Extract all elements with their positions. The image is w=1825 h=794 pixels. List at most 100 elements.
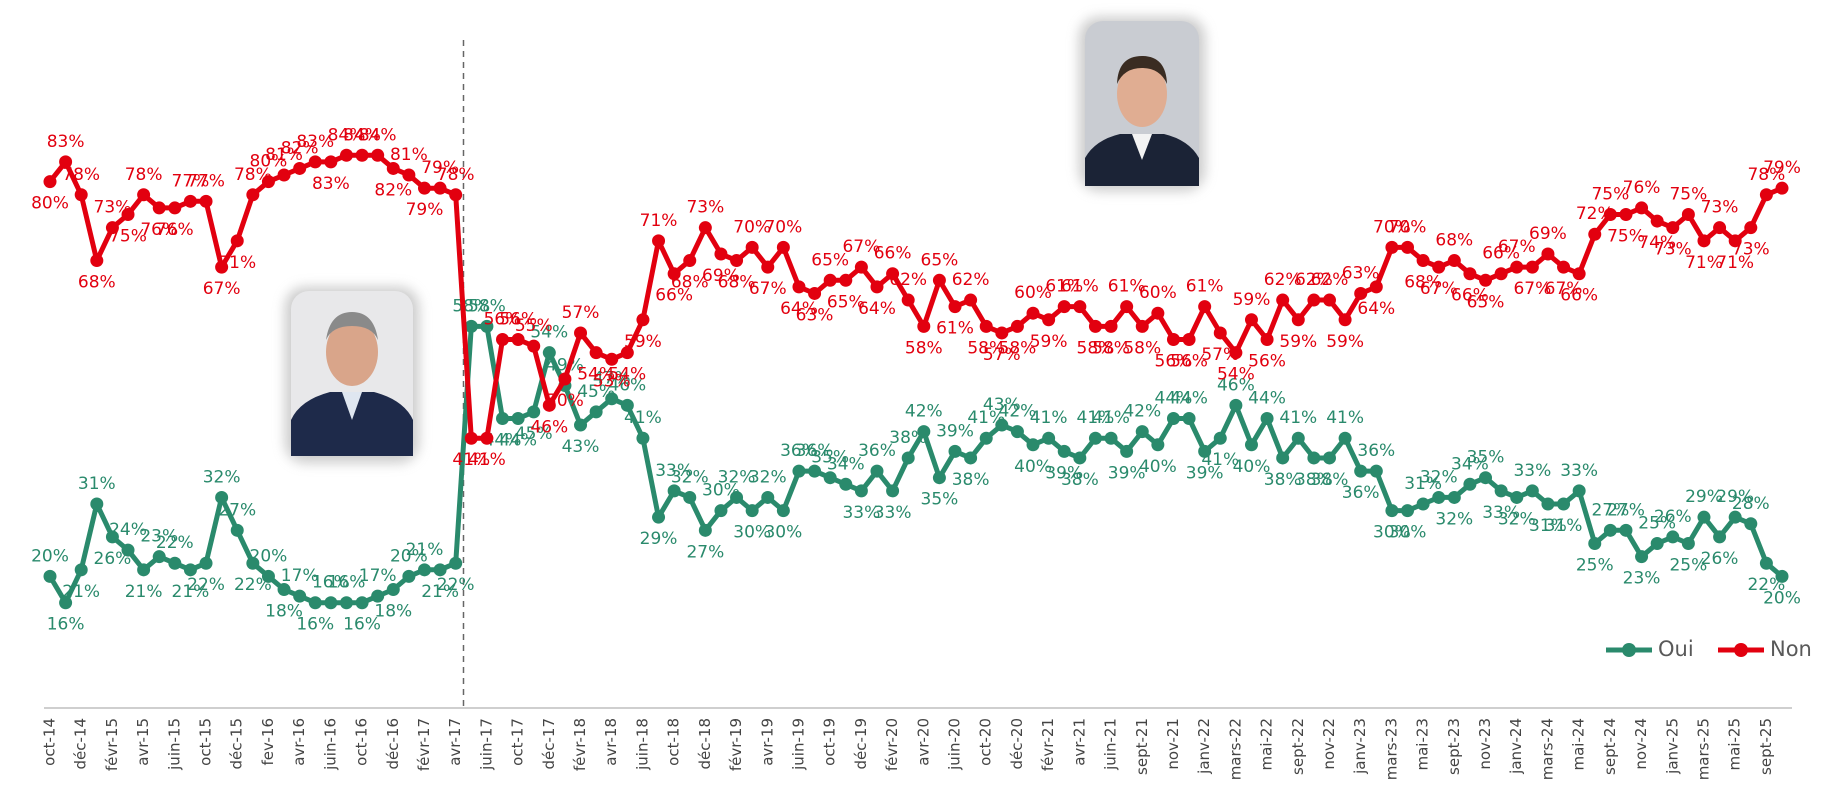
point — [1370, 280, 1383, 293]
point — [683, 254, 696, 267]
point — [1073, 451, 1086, 464]
legend-marker — [1622, 643, 1636, 657]
point — [1276, 294, 1289, 307]
point — [340, 596, 353, 609]
data-label: 41% — [624, 408, 662, 428]
data-label: 78% — [125, 165, 163, 185]
data-label: 77% — [187, 171, 225, 191]
point — [1619, 208, 1632, 221]
point — [1058, 300, 1071, 313]
data-label: 32% — [203, 467, 241, 487]
point — [1370, 465, 1383, 478]
point — [933, 274, 946, 287]
point — [933, 471, 946, 484]
x-tick-label: mai-24 — [1570, 718, 1588, 770]
x-tick-label: sept-24 — [1601, 718, 1619, 775]
x-tick-label: déc-14 — [72, 718, 90, 770]
point — [1276, 451, 1289, 464]
point — [1292, 313, 1305, 326]
point — [231, 524, 244, 537]
point — [1713, 221, 1726, 234]
point — [1073, 300, 1086, 313]
point — [1089, 320, 1102, 333]
point — [886, 484, 899, 497]
data-label: 41% — [1326, 408, 1364, 428]
data-label: 63% — [1342, 263, 1380, 283]
point — [1557, 498, 1570, 511]
point — [356, 596, 369, 609]
data-label: 20% — [1763, 588, 1801, 608]
point — [1588, 537, 1601, 550]
point — [449, 188, 462, 201]
point — [1027, 307, 1040, 320]
point — [574, 326, 587, 339]
point — [652, 234, 665, 247]
x-tick-label: nov-22 — [1320, 718, 1338, 770]
photo-hollande — [285, 287, 419, 463]
data-label: 41% — [1030, 408, 1068, 428]
point — [418, 563, 431, 576]
x-tick-label: fev-16 — [259, 718, 277, 765]
data-label: 50% — [546, 391, 584, 411]
point — [792, 280, 805, 293]
point — [1541, 247, 1554, 260]
x-tick-label: mai-23 — [1414, 718, 1432, 770]
point — [1651, 537, 1664, 550]
point — [137, 563, 150, 576]
point — [75, 563, 88, 576]
point — [636, 432, 649, 445]
point — [168, 201, 181, 214]
x-tick-label: oct-20 — [977, 718, 995, 766]
point — [699, 221, 712, 234]
data-label: 25% — [1576, 556, 1614, 576]
point — [168, 557, 181, 570]
x-tick-label: avr-15 — [134, 718, 152, 766]
point — [1682, 208, 1695, 221]
point — [1573, 484, 1586, 497]
point — [465, 432, 478, 445]
data-label: 59% — [1030, 332, 1068, 352]
point — [902, 294, 915, 307]
point — [122, 544, 135, 557]
data-label: 59% — [624, 332, 662, 352]
x-tick-label: mai-25 — [1726, 718, 1744, 770]
data-label: 28% — [1732, 494, 1770, 514]
point — [1058, 445, 1071, 458]
x-tick-label: oct-15 — [197, 718, 215, 766]
point — [1339, 313, 1352, 326]
point — [90, 254, 103, 267]
data-label: 31% — [78, 474, 116, 494]
point — [1261, 333, 1274, 346]
x-tick-label: juin-18 — [633, 718, 651, 771]
data-label: 64% — [1357, 299, 1395, 319]
point — [200, 557, 213, 570]
data-label: 16% — [296, 615, 334, 635]
data-label: 21% — [125, 582, 163, 602]
x-tick-label: mars-25 — [1694, 718, 1712, 780]
data-label: 71% — [640, 211, 678, 231]
data-label: 76% — [1623, 178, 1661, 198]
point — [870, 465, 883, 478]
data-label: 69% — [1529, 224, 1567, 244]
data-label: 33% — [1513, 461, 1551, 481]
point — [387, 583, 400, 596]
data-label: 20% — [250, 546, 288, 566]
data-label: 17% — [359, 566, 397, 586]
data-label: 26% — [1654, 507, 1692, 527]
data-label: 65% — [921, 250, 959, 270]
point — [870, 280, 883, 293]
point — [356, 149, 369, 162]
data-label: 61% — [936, 319, 974, 339]
point — [1136, 320, 1149, 333]
x-tick-label: oct-18 — [665, 718, 683, 766]
data-label: 61% — [1186, 277, 1224, 297]
x-tick-label: févr-20 — [883, 718, 901, 771]
data-label: 54% — [608, 365, 646, 385]
data-label: 62% — [952, 270, 990, 290]
point — [1510, 261, 1523, 274]
point — [902, 451, 915, 464]
x-tick-label: juin-19 — [789, 718, 807, 771]
point — [262, 175, 275, 188]
x-tick-label: avr-19 — [758, 718, 776, 766]
x-tick-label: janv-24 — [1507, 718, 1525, 775]
